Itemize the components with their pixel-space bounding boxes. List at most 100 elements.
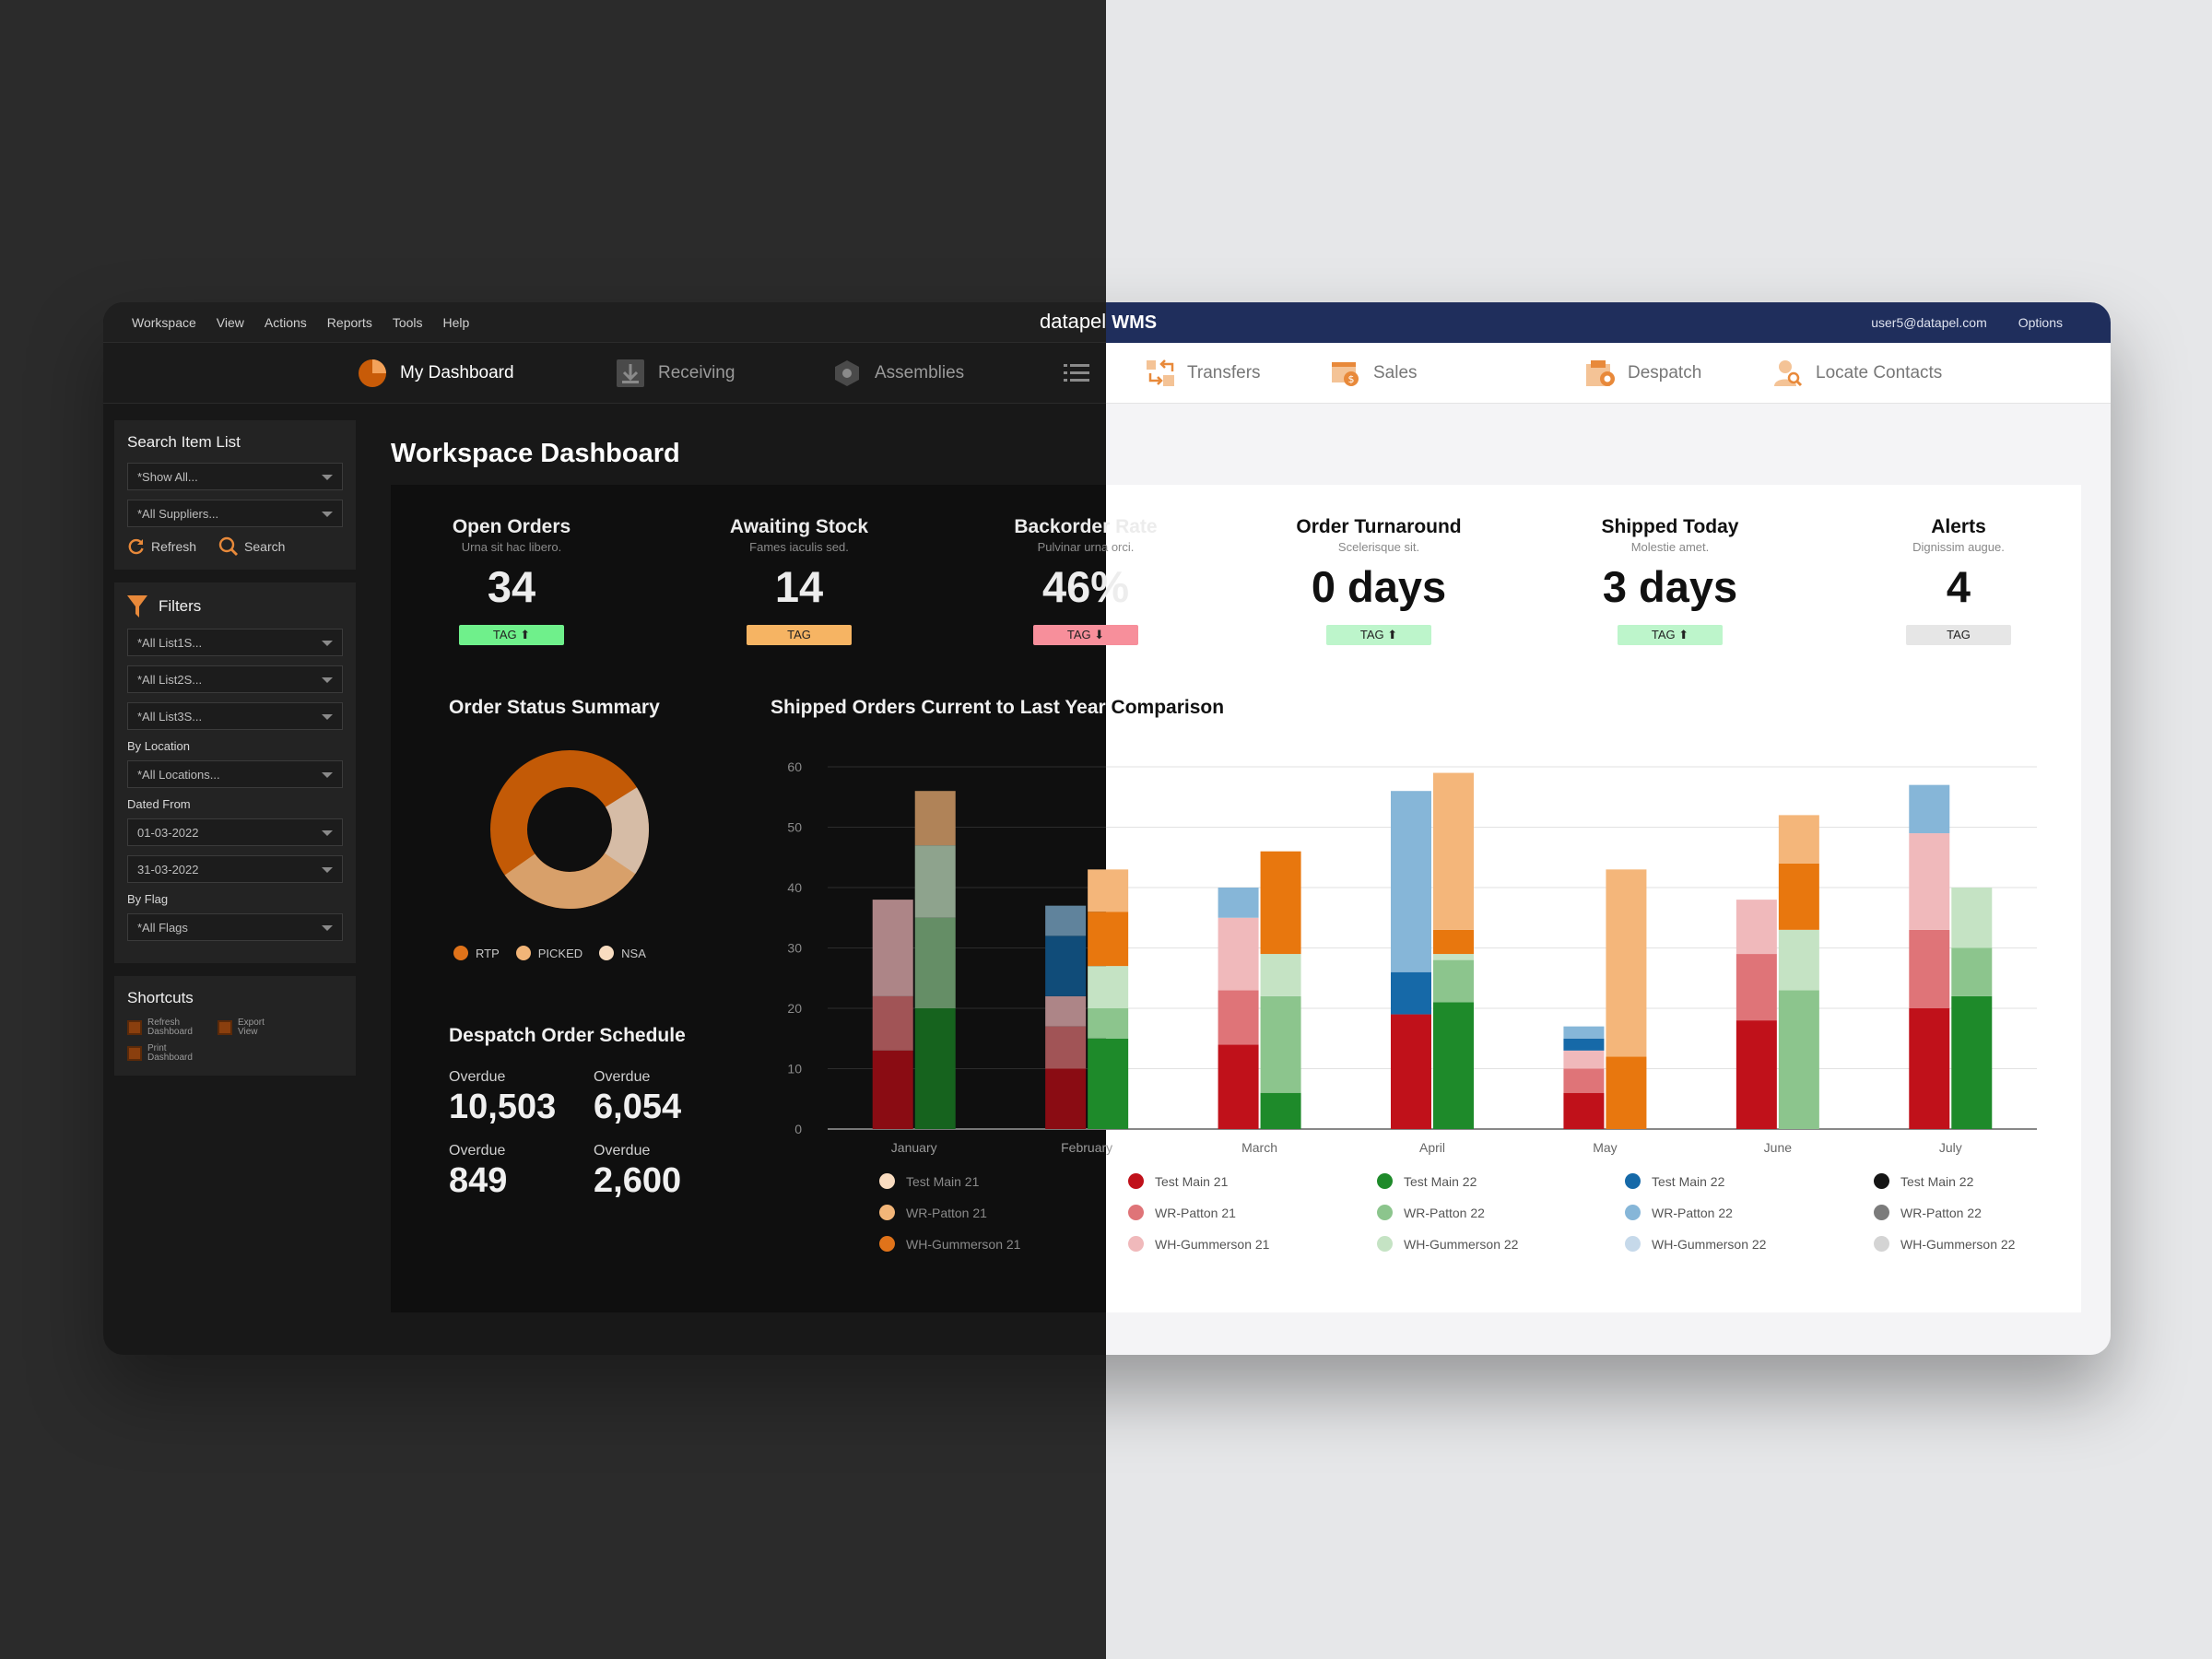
kpi-subtitle: Scelerisque sit. [1337, 540, 1420, 554]
kpi-open-orders: Open Orders Urna sit hac libero. 34 TAG … [419, 516, 604, 645]
tab-my-dashboard[interactable]: My Dashboard [358, 356, 514, 391]
bar-segment [1563, 1050, 1605, 1069]
y-tick-label: 0 [794, 1122, 802, 1136]
search-icon [218, 536, 239, 556]
x-tick-label: May [1593, 1140, 1617, 1155]
legend-label: Test Main 22 [1404, 1173, 1477, 1189]
search-button[interactable]: Search [218, 536, 285, 557]
x-tick-label: April [1419, 1140, 1445, 1155]
select-value: 31-03-2022 [137, 863, 199, 877]
status-badge: TAG ⬆ [459, 625, 564, 645]
user-email[interactable]: user5@datapel.com [1871, 315, 1987, 330]
legend-dot [1874, 1205, 1889, 1220]
kpi-backorder-rate: Backorder Rate Pulvinar urna orci. 46% T… [994, 516, 1178, 645]
y-tick-label: 30 [787, 941, 802, 956]
shortcut-label: Print Dashboard [147, 1043, 193, 1063]
bar-segment [1563, 1092, 1605, 1129]
chevron-down-icon [322, 772, 333, 778]
refresh-label: Refresh [151, 539, 197, 554]
legend-item: WH-Gummerson 22 [1377, 1236, 1518, 1252]
nav-list-toggle[interactable] [1062, 356, 1104, 391]
legend-item: WR-Patton 21 [1128, 1205, 1236, 1220]
legend-label: Test Main 21 [1155, 1173, 1229, 1189]
despatch-item: Overdue 10,503 [449, 1069, 556, 1127]
bar-segment [1391, 791, 1431, 972]
tab-transfers[interactable]: Transfers [1145, 356, 1261, 391]
by-location-label: By Location [127, 739, 190, 753]
tab-sales[interactable]: $ Sales [1331, 356, 1418, 391]
legend-label: WH-Gummerson 22 [1900, 1236, 2016, 1252]
legend-item: WH-Gummerson 22 [1874, 1236, 2015, 1252]
bar-segment [1606, 869, 1647, 1057]
show-all-select[interactable]: *Show All... [127, 463, 343, 490]
legend-dot [1625, 1205, 1641, 1220]
filters-title-label: Filters [159, 597, 202, 615]
chevron-down-icon [322, 512, 333, 517]
by-flag-label: By Flag [127, 892, 169, 906]
tab-label: Receiving [658, 363, 735, 382]
list3-select[interactable]: *All List3S... [127, 702, 343, 730]
search-panel: Search Item List *Show All... *All Suppl… [114, 420, 356, 570]
legend-item: Test Main 22 [1377, 1173, 1477, 1189]
menu-tools[interactable]: Tools [392, 315, 423, 330]
flags-select[interactable]: *All Flags [127, 913, 343, 941]
chevron-down-icon [322, 475, 333, 480]
menu-workspace[interactable]: Workspace [132, 315, 196, 330]
kpi-title: Awaiting Stock [729, 516, 869, 537]
select-value: 01-03-2022 [137, 826, 199, 840]
tab-despatch[interactable]: Despatch [1585, 356, 1701, 391]
kpi-title: Backorder Rate [1014, 516, 1158, 537]
kpi-subtitle: Fames iaculis sed. [749, 540, 849, 554]
legend-label: PICKED [537, 946, 583, 960]
shortcut-print-dashboard[interactable]: Print Dashboard [127, 1044, 218, 1063]
search-actions: Refresh Search [127, 536, 343, 557]
date-from-select[interactable]: 01-03-2022 [127, 818, 343, 846]
suppliers-select[interactable]: *All Suppliers... [127, 500, 343, 527]
chevron-down-icon [322, 867, 333, 873]
bar-segment [1909, 1008, 1950, 1129]
legend-item: WH-Gummerson 22 [1625, 1236, 1766, 1252]
date-to-select[interactable]: 31-03-2022 [127, 855, 343, 883]
despatch-label: Overdue [449, 1143, 506, 1159]
despatch-value: 6,054 [594, 1088, 682, 1126]
legend-item: WR-Patton 22 [1377, 1205, 1485, 1220]
tab-receiving[interactable]: Receiving [616, 356, 735, 391]
chevron-down-icon [322, 714, 333, 720]
locations-select[interactable]: *All Locations... [127, 760, 343, 788]
legend-item: Test Main 22 [1874, 1173, 1973, 1189]
tab-locate-contacts[interactable]: Locate Contacts [1773, 356, 1942, 391]
bar-segment [1260, 954, 1301, 996]
menu-reports[interactable]: Reports [326, 315, 372, 330]
bar-segment [1218, 888, 1259, 918]
bar-segment [914, 845, 956, 918]
bar-segment [1218, 990, 1259, 1045]
tab-assemblies[interactable]: Assemblies [832, 356, 964, 391]
tab-label: Transfers [1187, 363, 1261, 382]
list2-select[interactable]: *All List2S... [127, 665, 343, 693]
bar-segment [1951, 888, 1993, 948]
kpi-shipped-today: Shipped Today Molestie amet. 3 days TAG … [1578, 516, 1762, 645]
legend-dot [599, 946, 615, 960]
menu-view[interactable]: View [216, 315, 244, 330]
refresh-button[interactable]: Refresh [127, 537, 196, 556]
shortcut-export-view[interactable]: Export View [218, 1018, 308, 1037]
chevron-down-icon [322, 677, 333, 683]
menu-right: user5@datapel.com Options [1840, 302, 2063, 343]
bar-segment [1088, 1038, 1129, 1129]
x-tick-label: January [891, 1140, 937, 1155]
tab-label: Sales [1373, 363, 1418, 382]
legend-dot [1874, 1173, 1889, 1189]
shortcut-refresh-dashboard[interactable]: Refresh Dashboard [127, 1018, 218, 1037]
chevron-down-icon [322, 641, 333, 646]
legend-item: Test Main 21 [1128, 1173, 1228, 1189]
list1-select[interactable]: *All List1S... [127, 629, 343, 656]
menu-help[interactable]: Help [442, 315, 470, 330]
kpi-value: 46% [1041, 562, 1130, 611]
menu-actions[interactable]: Actions [264, 315, 307, 330]
y-tick-label: 60 [787, 759, 802, 774]
options-menu[interactable]: Options [2018, 315, 2063, 330]
kpi-alerts: Alerts Dignissim augue. 4 TAG [1866, 516, 2051, 645]
legend-dot [879, 1173, 895, 1189]
legend-dot [879, 1236, 895, 1252]
dashboard-icon [358, 359, 387, 388]
